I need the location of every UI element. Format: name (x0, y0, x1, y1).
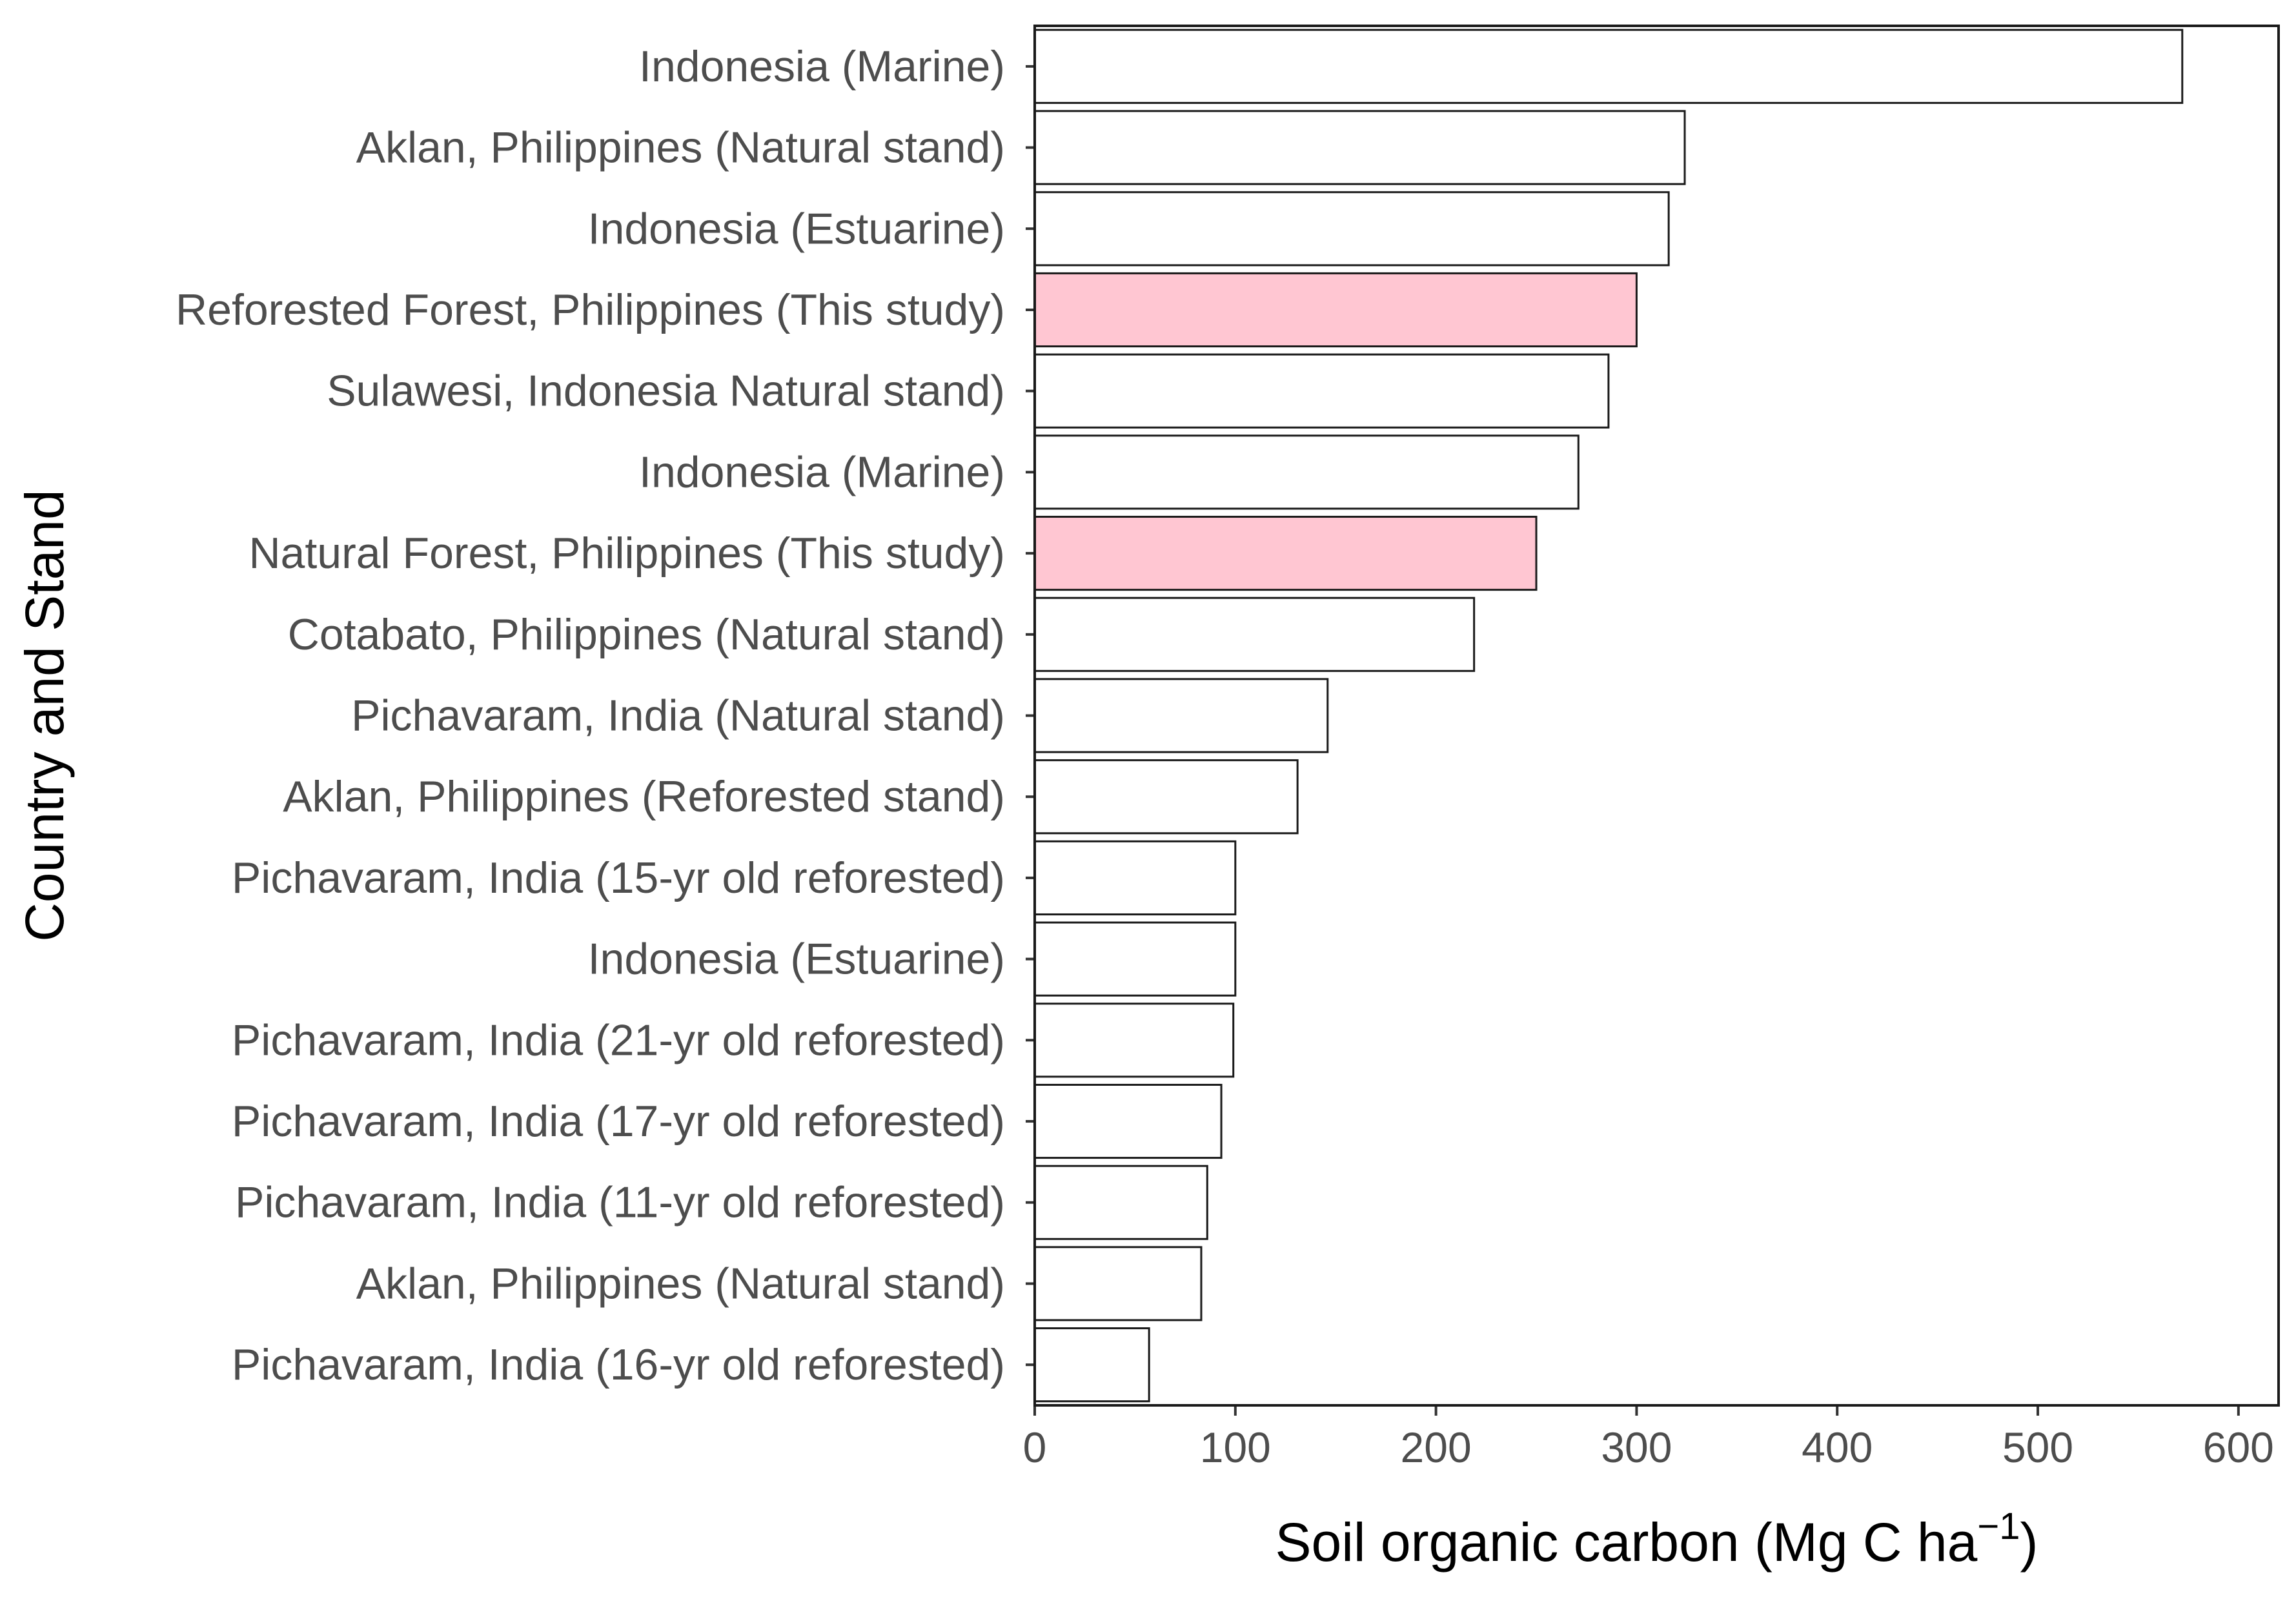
category-label-4: Reforested Forest, Philippines (This stu… (176, 285, 1005, 334)
bar-12 (1033, 921, 1237, 997)
category-label-17: Pichavaram, India (16-yr old reforested) (232, 1340, 1005, 1389)
plot-frame (1033, 25, 2280, 1407)
bar-13 (1033, 1003, 1235, 1078)
category-label-9: Pichavaram, India (Natural stand) (351, 691, 1005, 740)
category-label-10: Aklan, Philippines (Reforested stand) (283, 772, 1005, 821)
category-labels: Indonesia (Marine) Aklan, Philippines (Na… (176, 42, 1035, 1389)
category-label-13: Pichavaram, India (21-yr old reforested) (232, 1015, 1005, 1064)
x-tick-label-200: 200 (1401, 1423, 1472, 1471)
x-tick-label-300: 300 (1601, 1423, 1672, 1471)
x-tick-label-400: 400 (1802, 1423, 1873, 1471)
x-axis-title: Soil organic carbon (Mg C ha−1) (1275, 1505, 2038, 1573)
category-label-2: Aklan, Philippines (Natural stand) (356, 123, 1005, 172)
x-tick-label-100: 100 (1200, 1423, 1271, 1471)
bar-10 (1033, 759, 1299, 835)
category-label-3: Indonesia (Estuarine) (588, 204, 1005, 253)
bar-4 (1033, 272, 1638, 348)
category-label-11: Pichavaram, India (15-yr old reforested) (232, 853, 1005, 902)
bars-layer (1033, 28, 2184, 1403)
bar-6 (1033, 434, 1580, 510)
bar-15 (1033, 1165, 1208, 1240)
bar-5 (1033, 353, 1610, 429)
category-label-6: Indonesia (Marine) (639, 447, 1005, 496)
category-label-15: Pichavaram, India (11-yr old reforested) (235, 1178, 1005, 1227)
category-label-5: Sulawesi, Indonesia Natural stand) (327, 367, 1005, 416)
category-label-7: Natural Forest, Philippines (This study) (249, 529, 1005, 578)
x-tick-label-600: 600 (2203, 1423, 2274, 1471)
category-label-12: Indonesia (Estuarine) (588, 935, 1005, 984)
bar-17 (1033, 1327, 1150, 1403)
x-axis-title-close: ) (2020, 1512, 2038, 1573)
bar-7 (1033, 516, 1538, 591)
bar-9 (1033, 678, 1329, 753)
x-axis-ticks: 0 100 200 300 400 500 600 (1023, 1405, 2274, 1471)
category-label-16: Aklan, Philippines (Natural stand) (356, 1259, 1005, 1308)
x-axis-title-superscript: −1 (1977, 1505, 2020, 1547)
y-axis-title: Country and Stand (14, 489, 75, 941)
x-tick-label-500: 500 (2002, 1423, 2073, 1471)
bar-8 (1033, 596, 1476, 672)
bar-14 (1033, 1083, 1223, 1159)
category-label-14: Pichavaram, India (17-yr old reforested) (232, 1097, 1005, 1146)
bar-16 (1033, 1246, 1203, 1321)
bar-3 (1033, 191, 1670, 267)
bar-11 (1033, 840, 1237, 915)
x-axis-title-main: Soil organic carbon (Mg C ha (1275, 1512, 1978, 1573)
bar-2 (1033, 110, 1686, 185)
x-tick-label-0: 0 (1023, 1423, 1047, 1471)
category-label-1: Indonesia (Marine) (639, 42, 1005, 91)
category-label-8: Cotabato, Philippines (Natural stand) (288, 610, 1005, 659)
bar-1 (1033, 28, 2184, 104)
